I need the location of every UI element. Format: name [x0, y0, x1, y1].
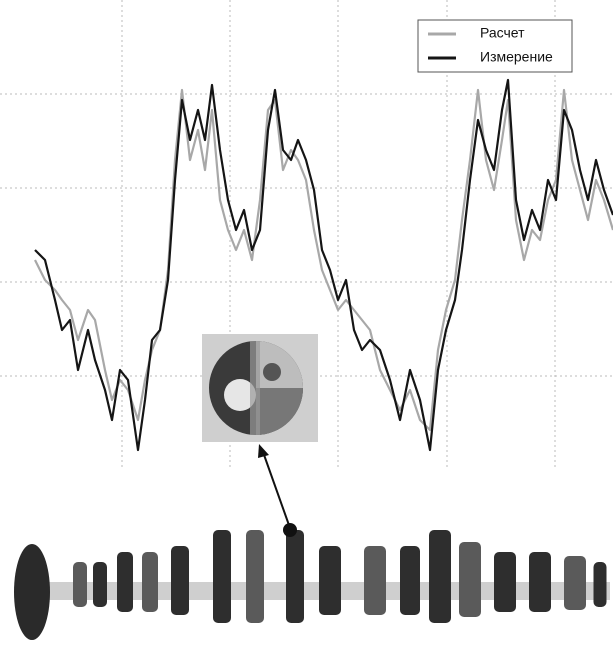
- legend-label: Измерение: [480, 49, 553, 65]
- disc-part: [250, 341, 260, 435]
- crank-web: [564, 556, 586, 610]
- crank-web: [213, 530, 231, 623]
- crank-web: [459, 542, 481, 617]
- crank-web: [246, 530, 264, 623]
- crank-web: [364, 546, 386, 615]
- crank-web: [171, 546, 189, 615]
- crank-web: [117, 552, 133, 612]
- crank-web: [319, 546, 341, 615]
- crank-web: [400, 546, 420, 615]
- arrow-head: [258, 444, 269, 458]
- flywheel: [14, 544, 50, 640]
- crank-web: [286, 530, 304, 623]
- crank-web: [73, 562, 87, 607]
- crank-web: [529, 552, 551, 612]
- figure: Расчет Измерение: [0, 0, 613, 652]
- crank-web: [594, 562, 607, 607]
- crank-web: [429, 530, 451, 623]
- pointer-dot: [283, 523, 297, 537]
- crank-web: [93, 562, 107, 607]
- crank-web: [494, 552, 516, 612]
- crank-web: [142, 552, 158, 612]
- disc-part: [263, 363, 281, 381]
- inset-image: [202, 334, 318, 442]
- legend-label: Расчет: [480, 25, 525, 41]
- crankshaft: [14, 530, 610, 640]
- pointer-arrow: [263, 452, 290, 528]
- legend: Расчет Измерение: [418, 20, 572, 72]
